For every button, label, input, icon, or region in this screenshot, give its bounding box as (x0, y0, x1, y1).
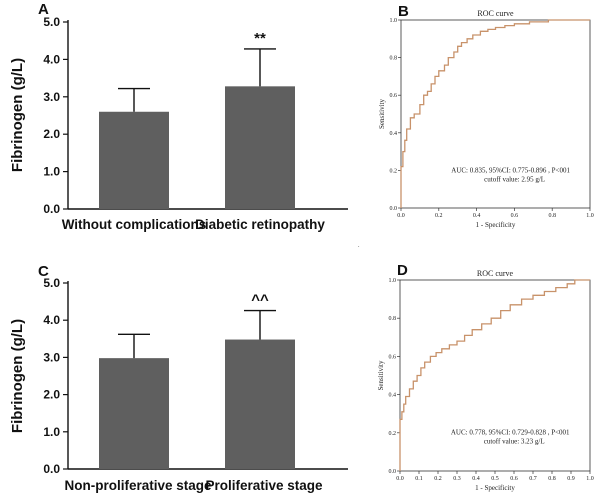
category-label-1: Without complications (62, 217, 207, 232)
figure-dot: . (358, 243, 360, 249)
x-tick-label: 0.8 (548, 213, 556, 219)
y-tick-label: 0.2 (390, 168, 398, 174)
y-tick-label: 1.0 (390, 18, 398, 24)
panel-b-roc-chart: B ROC curve 0.0 0.2 0.4 0.6 0.8 1.0 0.0 0.2 0.4 0.6… (378, 3, 594, 229)
significance-marker: ^^ (251, 292, 269, 309)
auc-annotation: AUC: 0.778, 95%CI: 0.729-0.828 , P<001 (451, 429, 570, 437)
panel-letter-c: C (38, 263, 49, 280)
cutoff-annotation: cutoff value: 2.95 g/L (484, 175, 545, 183)
y-tick-label: 0.2 (389, 431, 397, 437)
y-axis-label: Sensitivity (377, 360, 385, 390)
x-tick-label: 0.4 (473, 213, 481, 219)
x-tick-label: 0.2 (435, 213, 443, 219)
y-tick-label: 0.0 (390, 206, 398, 212)
bar-2 (225, 86, 295, 209)
y-tick-label: 0.0 (43, 202, 60, 216)
significance-marker: ** (254, 30, 266, 47)
auc-annotation: AUC: 0.835, 95%CI: 0.775-0.896 , P<001 (451, 166, 570, 174)
x-tick-label: 0.0 (396, 476, 404, 482)
y-tick-label: 0.6 (389, 354, 397, 360)
x-tick-label: 0.9 (567, 476, 575, 482)
y-tick-label: 3.0 (43, 350, 60, 364)
panel-letter-d: D (397, 262, 408, 279)
x-tick-label: 0.6 (510, 476, 518, 482)
y-tick-label: 4.0 (43, 313, 60, 327)
y-tick-label: 1.0 (43, 165, 60, 179)
bar-2 (225, 339, 295, 469)
roc-title: ROC curve (477, 269, 514, 278)
y-axis-label: Fibrinogen (g/L) (9, 58, 26, 172)
category-label-2: Diabetic retinopathy (195, 217, 325, 232)
bar-1 (99, 111, 169, 209)
category-label-2: Proliferative stage (205, 478, 323, 493)
y-tick-label: 0.0 (43, 462, 60, 476)
y-tick-label: 5.0 (43, 15, 60, 29)
y-tick-label: 2.0 (43, 388, 60, 402)
roc-title: ROC curve (477, 9, 514, 18)
x-tick-label: 1.0 (586, 476, 594, 482)
y-tick-label: 1.0 (43, 425, 60, 439)
x-tick-label: 0.2 (434, 476, 442, 482)
category-label-1: Non-proliferative stage (64, 478, 212, 493)
y-tick-label: 2.0 (43, 127, 60, 141)
y-tick-label: 0.8 (389, 316, 397, 322)
cutoff-annotation: cutoff value: 3.23 g/L (484, 438, 545, 446)
x-tick-label: 1.0 (586, 213, 594, 219)
panel-d-roc-chart: D ROC curve 0.0 0.1 0.2 0.3 0.4 0.5 0.6 0.7 0.8 0.9… (377, 262, 594, 492)
y-tick-label: 1.0 (389, 278, 397, 284)
panel-c-bar-chart: C 0.0 1.0 2.0 3.0 4.0 5.0 Fibrinogen (g/L) Non-p… (9, 263, 348, 493)
y-tick-label: 0.8 (390, 56, 398, 62)
panel-a-bar-chart: A 0.0 1.0 2.0 3.0 4.0 5.0 Fibrinogen (g/L) Witho… (9, 1, 348, 232)
y-tick-label: 0.0 (389, 469, 397, 475)
x-axis-label: 1 - Specificity (476, 221, 516, 229)
plot-frame (400, 19, 591, 209)
x-axis-label: 1 - Specificity (475, 484, 515, 492)
y-tick-label: 3.0 (43, 90, 60, 104)
panel-letter-b: B (398, 3, 409, 20)
y-axis-label: Fibrinogen (g/L) (9, 319, 26, 433)
y-tick-label: 5.0 (43, 276, 60, 290)
y-tick-label: 0.6 (390, 93, 398, 99)
y-tick-label: 4.0 (43, 52, 60, 66)
x-tick-label: 0.3 (453, 476, 461, 482)
x-tick-label: 0.7 (529, 476, 537, 482)
roc-curve (400, 19, 590, 208)
y-tick-label: 0.4 (389, 393, 397, 399)
y-tick-label: 0.4 (390, 131, 398, 137)
x-tick-label: 0.6 (511, 213, 519, 219)
bar-1 (99, 358, 169, 469)
x-tick-label: 0.1 (415, 476, 423, 482)
panel-letter-a: A (38, 1, 49, 18)
x-tick-label: 0.0 (397, 213, 405, 219)
x-tick-label: 0.5 (491, 476, 499, 482)
roc-curve (399, 279, 590, 471)
x-tick-label: 0.8 (548, 476, 556, 482)
y-axis-label: Sensitivity (378, 99, 386, 129)
x-tick-label: 0.4 (472, 476, 480, 482)
